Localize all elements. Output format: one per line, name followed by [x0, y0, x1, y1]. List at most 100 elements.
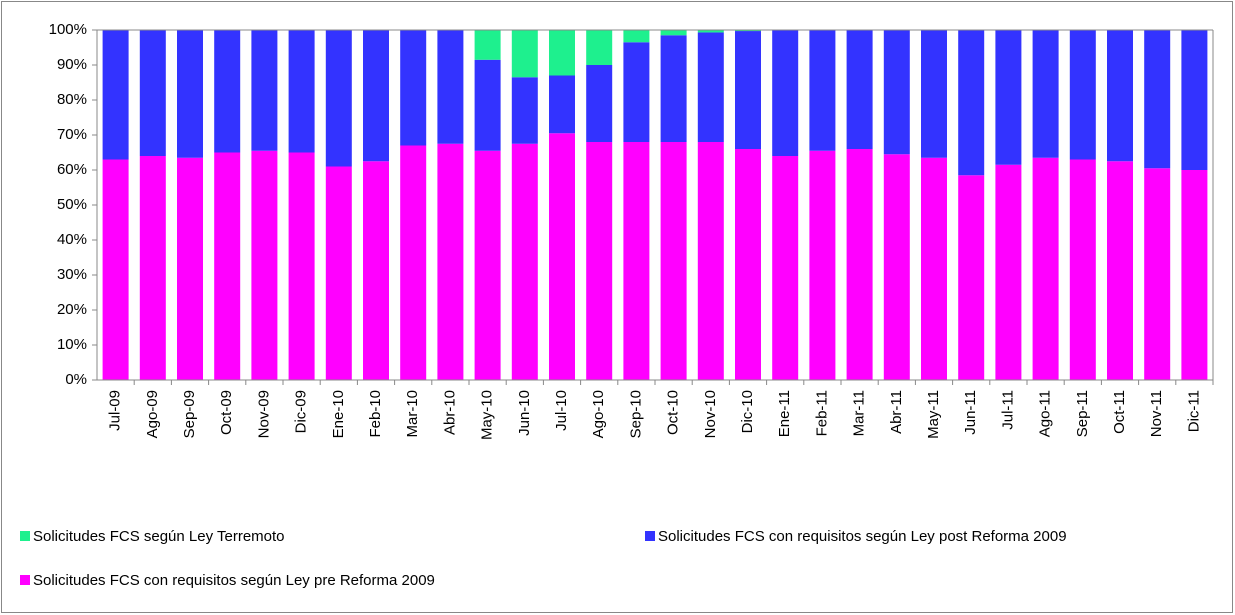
bar-segment: [809, 30, 836, 151]
y-tick-label: 60%: [57, 161, 87, 178]
x-tick-label: Oct-11: [1111, 390, 1128, 434]
x-tick-label: Abr-10: [441, 390, 458, 435]
y-tick-label: 80%: [57, 91, 87, 108]
bar-segment: [400, 145, 427, 380]
bar-segment: [995, 164, 1022, 380]
x-tick-label: Dic-10: [739, 390, 756, 433]
x-tick-label: May-11: [925, 390, 942, 439]
bar-segment: [177, 157, 203, 380]
x-tick-label: Ene-11: [776, 390, 793, 437]
y-tick-label: 90%: [57, 56, 87, 73]
bar-segment: [139, 30, 166, 156]
legend-label: Solicitudes FCS con requisitos según Ley…: [33, 572, 435, 589]
x-tick-label: Mar-11: [851, 390, 868, 436]
bar-segment: [735, 30, 761, 32]
bar-segment: [474, 59, 501, 151]
x-tick-label: Nov-11: [1148, 390, 1165, 437]
x-tick-label: Ago-11: [1037, 390, 1054, 437]
bar-segment: [660, 30, 687, 36]
bar-segment: [772, 30, 799, 156]
x-tick-label: Dic-11: [1185, 390, 1202, 432]
y-tick-label: 0%: [65, 371, 87, 388]
x-tick-label: Feb-11: [813, 390, 830, 436]
x-tick-label: Mar-10: [404, 390, 421, 438]
x-tick-label: Jul-09: [107, 390, 124, 431]
bar-segment: [325, 166, 352, 380]
x-tick-label: Sep-10: [627, 390, 644, 438]
bar-segment: [1107, 30, 1133, 162]
x-tick-label: Oct-09: [218, 390, 235, 435]
x-tick-label: Ago-10: [590, 390, 607, 438]
bar-segment: [995, 30, 1022, 165]
bar-segment: [623, 30, 650, 43]
bar-segment: [288, 30, 315, 153]
y-tick-label: 20%: [57, 301, 87, 318]
legend-swatch: [645, 531, 655, 541]
bar-segment: [549, 133, 575, 380]
bar-segment: [883, 154, 910, 380]
bar-segment: [549, 75, 575, 134]
bar-segment: [586, 30, 613, 65]
x-tick-label: Ago-09: [144, 390, 161, 438]
x-tick-label: Jul-10: [553, 390, 570, 431]
x-tick-label: Jul-11: [999, 390, 1016, 430]
bar-segment: [697, 142, 724, 380]
y-tick-label: 50%: [57, 196, 87, 213]
bar-segment: [660, 142, 687, 380]
bar-segment: [1032, 157, 1059, 380]
bar-segment: [139, 156, 166, 380]
y-tick-label: 30%: [57, 266, 87, 283]
y-tick-label: 40%: [57, 231, 87, 248]
bar-segment: [1069, 159, 1096, 380]
bar-segment: [846, 149, 873, 380]
bar-segment: [921, 30, 947, 158]
bar-segment: [549, 30, 575, 76]
bar-segment: [177, 30, 203, 158]
legend-label: Solicitudes FCS con requisitos según Ley…: [658, 528, 1067, 545]
x-tick-label: Feb-10: [367, 390, 384, 438]
bar-segment: [474, 150, 501, 380]
bar-segment: [1144, 30, 1171, 169]
bar-segment: [1144, 168, 1171, 380]
legend-swatch: [20, 531, 30, 541]
bar-segment: [251, 30, 278, 151]
x-tick-label: Oct-10: [665, 390, 682, 435]
x-tick-label: Dic-09: [293, 390, 310, 433]
bar-segment: [511, 30, 538, 78]
bar-segment: [1069, 30, 1096, 160]
bar-segment: [437, 30, 464, 144]
bar-segment: [325, 30, 352, 167]
x-tick-label: Jun-11: [962, 390, 979, 435]
bar-segment: [623, 42, 650, 142]
bar-segment: [1181, 30, 1208, 170]
bar-segment: [400, 30, 427, 146]
bar-segment: [735, 149, 761, 380]
bar-segment: [697, 30, 724, 33]
bar-segment: [511, 77, 538, 144]
x-tick-label: May-10: [479, 390, 496, 440]
x-tick-label: Nov-10: [702, 390, 719, 438]
bar-segment: [251, 150, 278, 380]
bar-segment: [1181, 170, 1208, 380]
bar-segment: [363, 161, 389, 380]
bar-segment: [363, 30, 389, 162]
bar-segment: [586, 142, 613, 380]
bar-segment: [586, 65, 613, 142]
y-tick-label: 10%: [57, 336, 87, 353]
y-tick-label: 70%: [57, 126, 87, 143]
x-tick-label: Sep-09: [181, 390, 198, 438]
bar-segment: [1107, 161, 1133, 380]
bar-segment: [288, 152, 315, 380]
bar-segment: [437, 143, 464, 380]
bar-segment: [474, 30, 501, 60]
bar-segment: [660, 35, 687, 142]
bar-segment: [697, 32, 724, 143]
bar-segment: [511, 143, 538, 380]
bar-segment: [214, 152, 241, 380]
x-tick-label: Sep-11: [1074, 390, 1091, 437]
bar-segment: [102, 159, 129, 380]
bar-segment: [214, 30, 241, 153]
bar-segment: [102, 30, 129, 160]
